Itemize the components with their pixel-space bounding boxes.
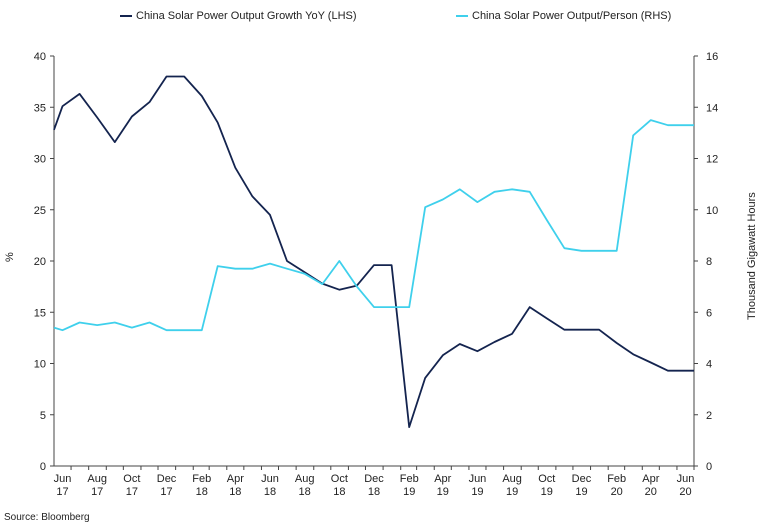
legend-item-output-per-person: China Solar Power Output/Person (RHS) [456, 10, 671, 22]
x-tick-label-month: Oct [123, 473, 140, 485]
y-right-tick-label: 6 [706, 307, 712, 319]
x-tick-label-year: 20 [611, 486, 623, 498]
x-tick-label-month: Aug [87, 473, 107, 485]
y-left-tick-label: 0 [40, 461, 46, 473]
legend-label-output-per-person: China Solar Power Output/Person (RHS) [472, 10, 672, 22]
y-left-tick-label: 30 [34, 154, 46, 166]
x-tick-label-month: Oct [538, 473, 555, 485]
x-tick-label-month: Jun [469, 473, 487, 485]
x-tick-label-year: 18 [333, 486, 345, 498]
x-tick-label-year: 17 [126, 486, 138, 498]
x-tick-label-year: 18 [264, 486, 276, 498]
y-left-tick-label: 20 [34, 256, 46, 268]
x-tick-label-month: Jun [261, 473, 279, 485]
y-right-tick-label: 14 [706, 102, 718, 114]
legend-swatch-growth [120, 15, 132, 18]
x-tick-label-year: 17 [91, 486, 103, 498]
x-tick-label-month: Dec [572, 473, 592, 485]
x-tick-label-month: Aug [295, 473, 315, 485]
x-tick-label-month: Jun [677, 473, 695, 485]
y-left-tick-label: 35 [34, 102, 46, 114]
x-tick-label-year: 20 [645, 486, 657, 498]
x-tick-label-year: 18 [229, 486, 241, 498]
y-left-tick-label: 25 [34, 205, 46, 217]
x-tick-label-year: 19 [437, 486, 449, 498]
x-tick-label-year: 19 [403, 486, 415, 498]
x-tick-label-year: 19 [471, 486, 483, 498]
y-left-tick-label: 40 [34, 51, 46, 63]
x-tick-label-month: Oct [331, 473, 348, 485]
legend-item-growth: China Solar Power Output Growth YoY (LHS… [120, 10, 357, 22]
x-tick-label-month: Apr [642, 473, 659, 485]
legend-swatch-output-per-person [456, 15, 468, 18]
x-tick-label-year: 17 [160, 486, 172, 498]
x-tick-label-year: 18 [196, 486, 208, 498]
x-tick-label-year: 20 [679, 486, 691, 498]
y-right-tick-label: 0 [706, 461, 712, 473]
legend-label-growth: China Solar Power Output Growth YoY (LHS… [136, 10, 357, 22]
x-tick-label-month: Dec [157, 473, 177, 485]
y-left-tick-label: 10 [34, 359, 46, 371]
series-line-output-per-person [53, 119, 694, 332]
y-right-tick-label: 16 [706, 51, 718, 63]
y-right-tick-label: 8 [706, 256, 712, 268]
x-tick-label-month: Aug [502, 473, 522, 485]
x-tick-label-month: Feb [607, 473, 626, 485]
x-tick-label-month: Apr [227, 473, 244, 485]
x-tick-label-month: Apr [434, 473, 451, 485]
x-tick-label-year: 18 [368, 486, 380, 498]
x-tick-label-year: 17 [56, 486, 68, 498]
x-tick-label-year: 18 [299, 486, 311, 498]
source-note: Source: Bloomberg [4, 512, 90, 523]
x-tick-label-year: 19 [575, 486, 587, 498]
y-left-tick-label: 15 [34, 307, 46, 319]
x-tick-label-year: 19 [541, 486, 553, 498]
x-tick-label-month: Feb [192, 473, 211, 485]
y-right-tick-label: 12 [706, 154, 718, 166]
y-right-tick-label: 4 [706, 359, 712, 371]
series-line-growth [53, 75, 694, 429]
y-right-tick-label: 10 [706, 205, 718, 217]
x-tick-label-month: Jun [54, 473, 72, 485]
y-right-tick-label: 2 [706, 410, 712, 422]
y-left-tick-label: 5 [40, 410, 46, 422]
x-tick-label-month: Feb [400, 473, 419, 485]
x-tick-label-year: 19 [506, 486, 518, 498]
x-tick-label-month: Dec [364, 473, 384, 485]
